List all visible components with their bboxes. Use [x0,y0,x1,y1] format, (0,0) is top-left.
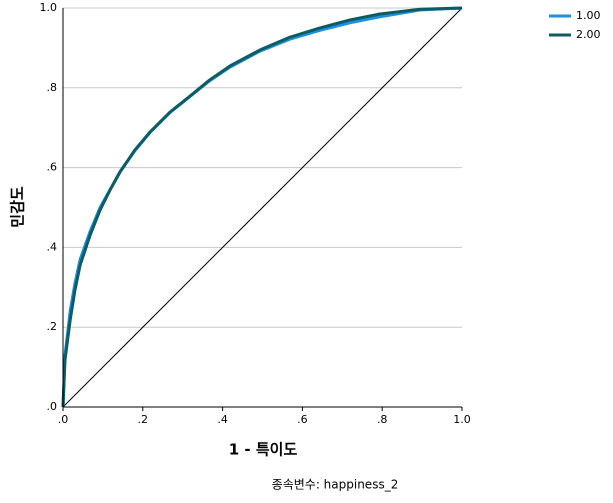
x-tick-label: .6 [297,413,308,426]
legend-label: 1.00 [576,9,601,22]
x-tick-label: 1.0 [453,413,471,426]
y-tick-label: .4 [47,240,58,253]
y-tick-label: .0 [47,400,58,413]
x-tick-label: .2 [138,413,149,426]
y-tick-label: .2 [47,320,58,333]
reference-line [62,7,463,408]
x-axis-title: 1 - 특이도 [229,441,298,459]
y-tick-label: 1.0 [40,1,58,14]
y-tick-label: .6 [47,161,58,174]
y-axis-title: 민감도 [9,186,27,228]
footnote: 종속변수: happiness_2 [272,478,399,492]
x-tick-label: .0 [58,413,69,426]
legend-label: 2.00 [576,28,601,41]
y-tick-label: .8 [47,81,58,94]
roc-curve [61,6,463,408]
x-tick-label: .4 [217,413,228,426]
x-tick-label: .8 [377,413,388,426]
